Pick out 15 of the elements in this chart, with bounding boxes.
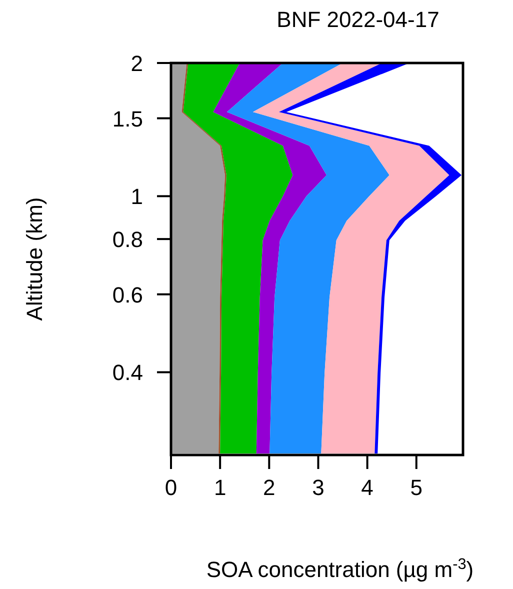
x-tick-label: 4 [361,475,374,500]
y-tick-label: 1 [130,184,143,210]
chart-title: BNF 2022-04-17 [276,7,440,32]
x-tick-label: 3 [312,475,324,500]
x-axis-title: SOA concentration (µg m$^{-3}$) [206,556,474,582]
x-tick-label: 2 [263,475,276,500]
y-tick-label: 0.6 [112,282,143,308]
x-tick-label: 5 [410,475,423,500]
y-tick-label: 0.8 [112,227,143,252]
y-tick-label: 1.5 [112,106,143,132]
y-axis-title: Altitude (km) [22,197,47,321]
x-tick-label: 0 [164,475,178,500]
y-tick-label: 2 [130,51,143,76]
x-tick-label: 1 [214,475,226,500]
y-tick-label: 0.4 [112,360,143,386]
